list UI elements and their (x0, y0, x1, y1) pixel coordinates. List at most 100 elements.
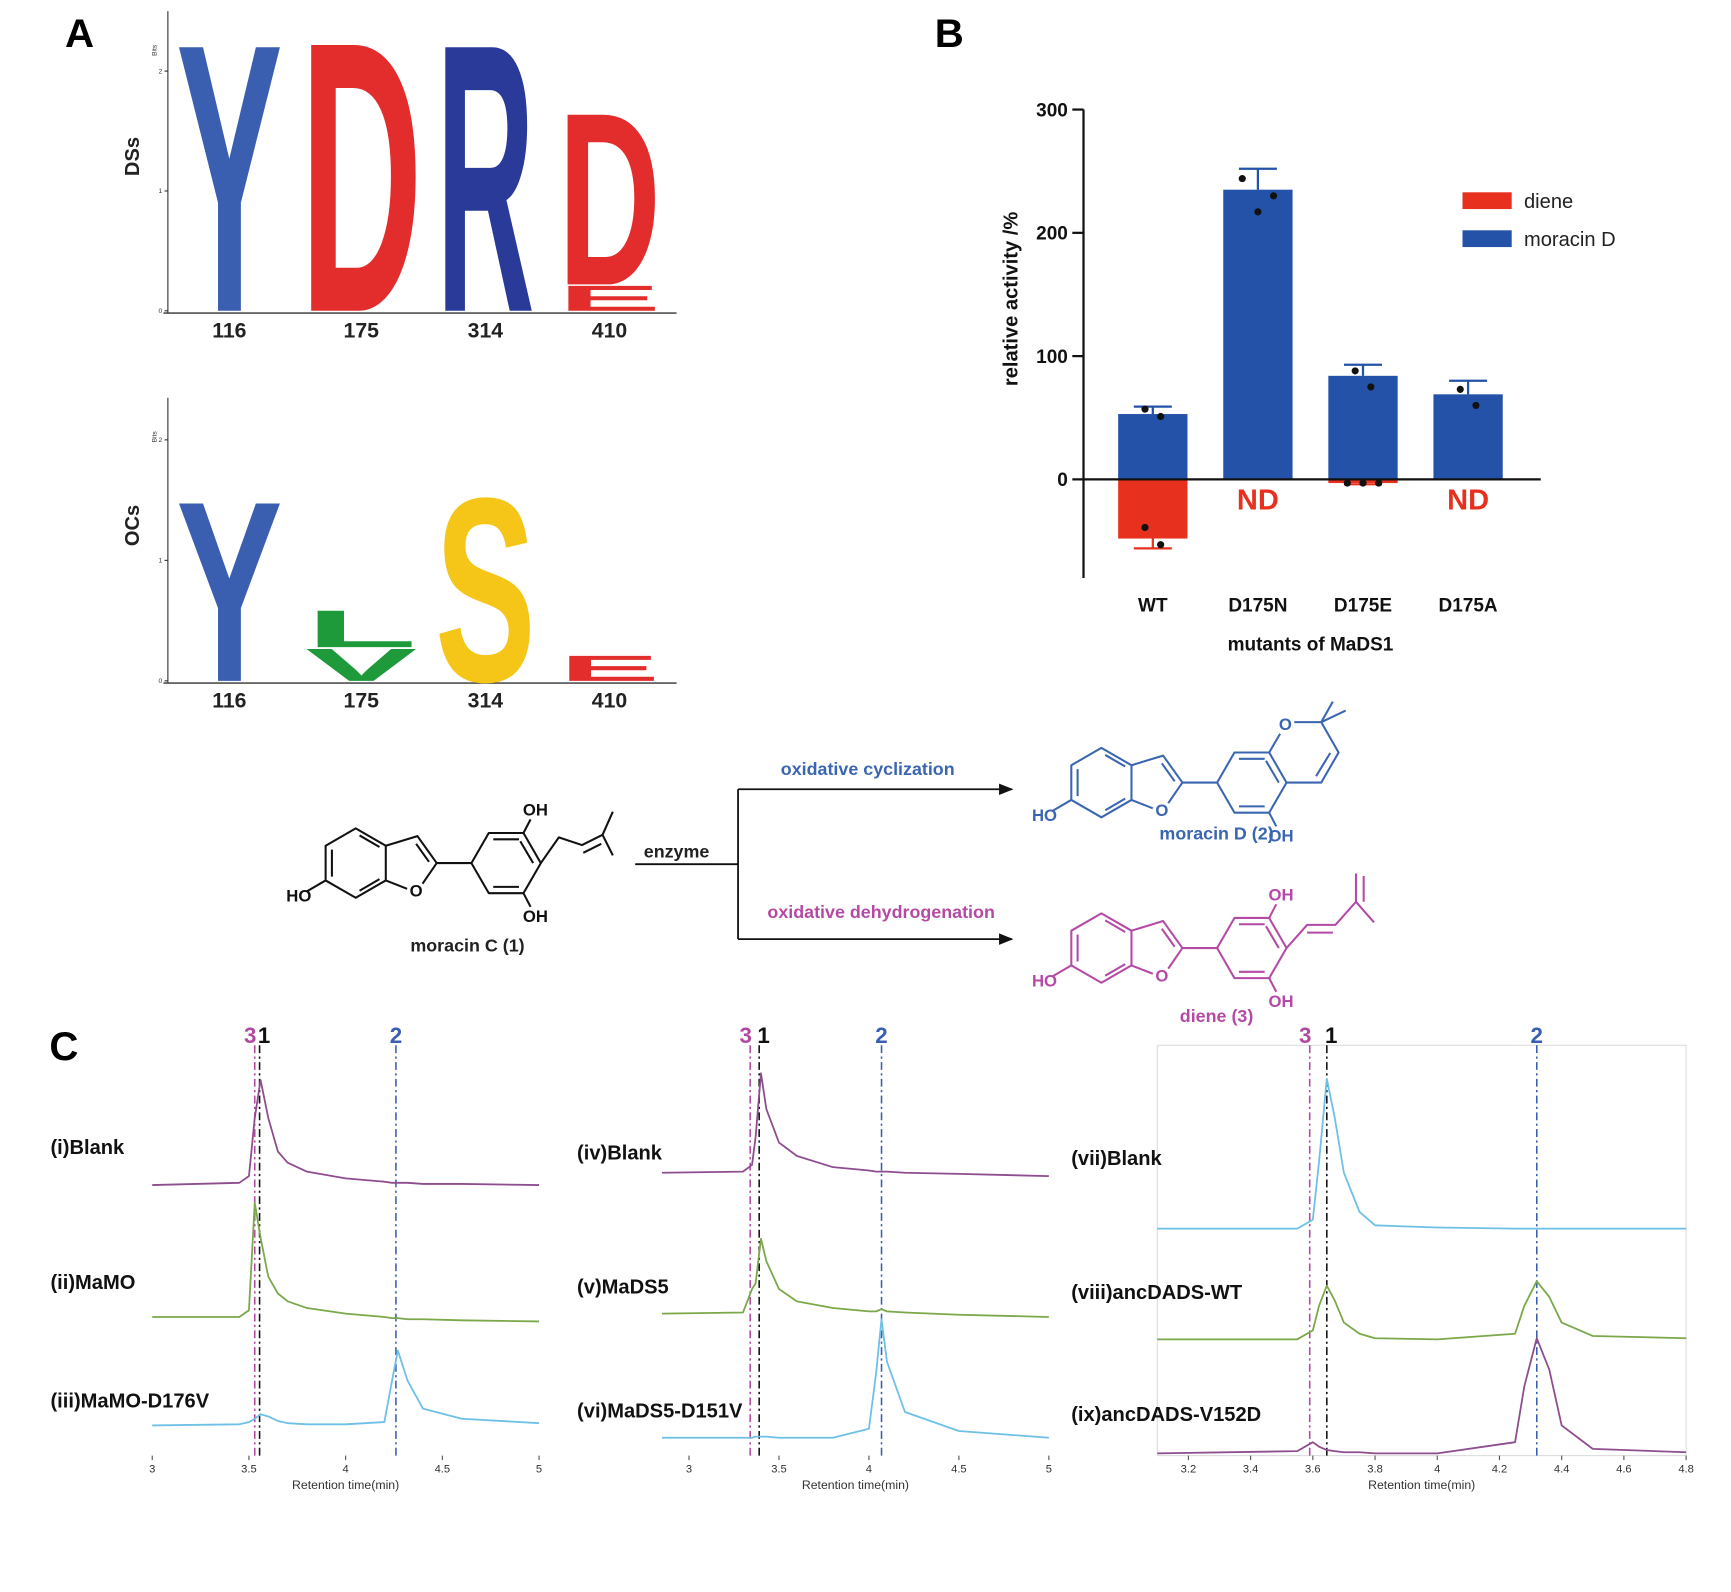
y-tick-label: 1 (159, 558, 163, 565)
x-tick-label: D175E (1334, 596, 1392, 617)
x-tick-label: 4 (866, 1463, 872, 1475)
data-point (1343, 479, 1351, 487)
position-label: 314 (468, 319, 504, 343)
reference-label: 3 (244, 1023, 256, 1048)
x-tick-label: 4 (343, 1463, 349, 1475)
logo-letter: Y (176, 449, 282, 737)
atom-label: HO (1032, 806, 1057, 825)
bar (1433, 394, 1503, 480)
data-point (1254, 208, 1262, 216)
atom-label: OH (1269, 885, 1294, 904)
position-label: 116 (212, 689, 246, 713)
data-point (1367, 383, 1375, 391)
x-tick-label: 3.6 (1305, 1463, 1321, 1475)
compound-name: moracin C (1) (410, 935, 524, 955)
y-tick-label: 100 (1036, 347, 1068, 368)
atom-label: OH (523, 907, 548, 926)
reference-label: 1 (757, 1023, 769, 1048)
logo-letter: D (300, 0, 423, 394)
error-bar (1449, 379, 1488, 395)
position-label: 175 (344, 319, 380, 343)
data-point (1351, 367, 1359, 375)
legend-swatch (1462, 230, 1512, 248)
data-point (1157, 541, 1165, 549)
reagent: enzyme (644, 841, 710, 861)
error-bar (1133, 405, 1172, 415)
trace-label: (vi)MaDS5-D151V (577, 1401, 743, 1423)
compound-name: moracin D (2) (1159, 824, 1273, 844)
logo-letter: L (305, 599, 417, 658)
scheme: HO O OH OH HO O O OH HO O OH OH moracin … (286, 701, 1375, 1026)
error-bar (1238, 167, 1277, 190)
y-tick-label: 0 (159, 308, 163, 315)
molecule: HO O O OH (1032, 701, 1347, 846)
bar-chart: 0 100 200 300 relative activity /% mutants of… (1001, 100, 1616, 655)
y-axis-label: DSs (122, 137, 144, 176)
y-tick-label: 200 (1036, 224, 1068, 245)
position-label: 410 (592, 319, 627, 343)
compound-name: diene (3) (1180, 1006, 1254, 1026)
data-point (1359, 479, 1367, 487)
molecule: HO O OH OH (1032, 873, 1375, 1011)
trace (662, 1318, 1049, 1439)
trace-label: (iv)Blank (577, 1142, 663, 1164)
position-label: 410 (592, 689, 627, 713)
atom-label: HO (286, 887, 311, 906)
x-tick-label: 4.5 (435, 1463, 451, 1475)
trace (1157, 1337, 1687, 1455)
bar (1223, 189, 1293, 480)
panel-label: C (49, 1024, 78, 1069)
y-tick-label: 0 (159, 678, 163, 685)
data-point (1141, 523, 1149, 532)
error-bar (1343, 363, 1383, 376)
reference-label: 3 (739, 1023, 751, 1048)
bar (1118, 414, 1188, 480)
x-axis-label: Retention time(min) (292, 1478, 399, 1492)
trace (1157, 1077, 1687, 1230)
logo-letter: V (305, 640, 417, 691)
x-tick-label: 3 (686, 1463, 692, 1475)
atom-label: O (1279, 715, 1292, 734)
data-point (1238, 175, 1246, 183)
x-tick-label: 3.5 (771, 1463, 787, 1475)
trace-label: (vii)Blank (1071, 1148, 1162, 1170)
x-tick-label: 4.6 (1616, 1463, 1632, 1475)
x-tick-label: 3 (149, 1463, 155, 1475)
data-point (1157, 412, 1165, 421)
x-tick-label: 4.2 (1492, 1463, 1508, 1475)
position-label: 116 (212, 319, 246, 343)
trace (662, 1237, 1049, 1318)
data-point (1472, 401, 1480, 409)
y-axis-title: Bits (152, 44, 159, 56)
x-tick-label: 3.2 (1181, 1463, 1197, 1475)
panel-label: A (65, 11, 94, 56)
molecule: HO O OH OH (286, 801, 614, 926)
x-axis-label: Retention time(min) (1368, 1478, 1475, 1492)
atom-label: O (1155, 801, 1168, 820)
trace (152, 1349, 540, 1427)
x-tick-label: 4 (1434, 1463, 1440, 1475)
trace-label: (ix)ancDADS-V152D (1071, 1404, 1261, 1426)
x-tick-label: 4.4 (1554, 1463, 1570, 1475)
logo-letter: R (436, 0, 534, 392)
trace-label: (iii)MaMO-D176V (50, 1391, 209, 1413)
reference-label: 2 (875, 1023, 887, 1048)
y-axis-label: OCs (122, 505, 144, 546)
x-tick-label: 3.4 (1243, 1463, 1259, 1475)
legend-swatch (1462, 192, 1512, 210)
x-tick-label: 3.5 (241, 1463, 257, 1475)
frame (1156, 1044, 1687, 1457)
panel-label: B (935, 11, 964, 56)
arrow-stem (635, 789, 739, 940)
reference-label: 1 (258, 1023, 270, 1048)
reference-label: 1 (1325, 1023, 1337, 1048)
atom-label: O (410, 882, 423, 901)
data-point (1456, 385, 1464, 393)
atom-label: HO (1032, 972, 1057, 991)
trace (662, 1072, 1049, 1178)
atom-label: O (1155, 966, 1168, 985)
logo-letter: Y (176, 0, 282, 392)
atom-label: OH (523, 801, 548, 820)
